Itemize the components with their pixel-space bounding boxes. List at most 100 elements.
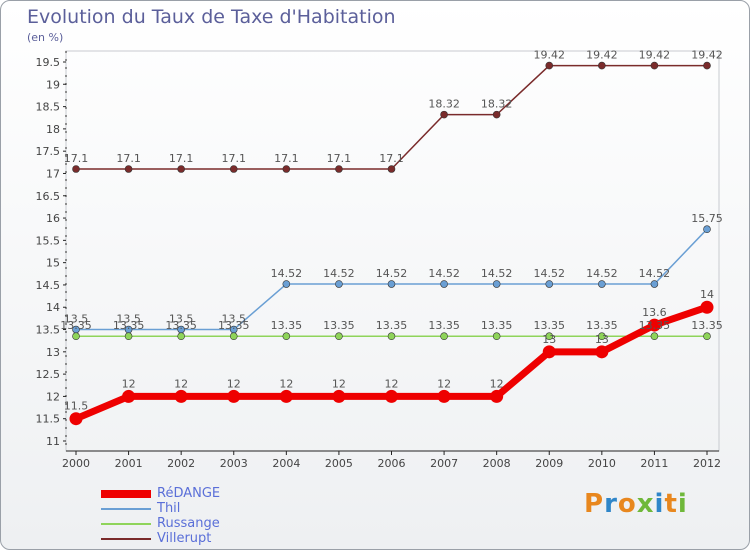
x-tick-label: 2004 [272,457,300,470]
point-russange-2005 [335,332,343,341]
data-label-thil-2010: 14.52 [586,267,618,280]
data-label-russange-2010: 13.35 [586,319,618,332]
point-russange-2009 [545,332,554,341]
data-label-villerupt-2004: 17.1 [274,152,299,165]
point-rdange-2012 [700,300,714,314]
x-tick-label: 2001 [115,457,143,470]
data-label-russange-2004: 13.35 [271,319,303,332]
y-tick-label: 14 [46,301,60,314]
data-label-rdange-2008: 12 [490,377,504,390]
point-thil-2005 [335,280,343,288]
point-villerupt-2004 [282,165,291,173]
point-thil-2011 [650,280,659,288]
y-tick-label: 11 [46,435,60,448]
y-tick-label: 12.5 [36,368,61,381]
data-label-rdange-2006: 12 [385,377,399,390]
y-tick-label: 15 [46,257,60,270]
point-rdange-2003 [227,389,241,403]
data-label-villerupt-2011: 19.42 [639,49,671,62]
x-tick-label: 2012 [693,457,721,470]
legend-swatch-russange [101,523,151,525]
logo-letter: i [677,489,688,519]
data-label-russange-2008: 13.35 [481,319,513,332]
y-tick-label: 11.5 [36,413,61,426]
x-tick-label: 2007 [430,457,458,470]
data-label-russange-2006: 13.35 [376,319,408,332]
data-label-rdange-2011: 13.6 [642,306,667,319]
data-label-thil-2006: 14.52 [376,267,408,280]
data-label-russange-2000: 13.35 [60,319,92,332]
data-label-russange-2011: 13.35 [639,319,671,332]
point-rdange-2010 [595,345,609,359]
legend-label-villerupt: Villerupt [157,531,212,546]
unit-label: (en %) [27,31,64,44]
data-label-russange-2005: 13.35 [323,319,355,332]
y-tick-label: 12 [46,390,60,403]
data-label-thil-2008: 14.52 [481,267,513,280]
data-label-villerupt-2008: 18.32 [481,98,513,111]
data-label-rdange-2004: 12 [279,377,293,390]
y-tick-label: 13 [46,346,60,359]
point-thil-2008 [492,280,501,288]
x-tick-label: 2008 [483,457,511,470]
data-label-thil-2000: 13.5 [64,313,89,326]
data-label-thil-2007: 14.52 [428,267,460,280]
x-tick-label: 2010 [588,457,616,470]
data-label-thil-2001: 13.5 [116,313,141,326]
series-layer [69,61,714,426]
data-label-villerupt-2002: 17.1 [169,152,194,165]
point-villerupt-2005 [335,165,343,173]
y-tick-label: 18.5 [36,101,61,114]
data-label-rdange-2005: 12 [332,377,346,390]
data-label-russange-2002: 13.35 [165,319,197,332]
point-villerupt-2000 [72,165,80,173]
logo-letter: x [636,489,655,519]
point-rdange-2006 [385,389,398,403]
data-label-thil-2002: 13.5 [169,313,194,326]
point-thil-2006 [387,280,396,288]
x-tick-label: 2011 [640,457,668,470]
data-label-villerupt-2010: 19.42 [586,49,618,62]
point-villerupt-2007 [440,110,448,119]
legend-label-russange: Russange [157,516,220,531]
point-villerupt-2010 [598,61,606,70]
x-tick-label: 2006 [378,457,406,470]
point-rdange-2011 [647,318,661,332]
data-label-russange-2007: 13.35 [428,319,460,332]
data-label-thil-2011: 14.52 [639,267,671,280]
logo-letter: r [604,489,618,519]
point-russange-2002 [177,332,185,341]
point-russange-2006 [387,332,396,341]
x-tick-label: 2003 [220,457,248,470]
data-label-rdange-2009: 13 [542,333,556,346]
y-tick-label: 18 [46,123,60,136]
logo-letter: o [617,489,637,519]
point-russange-2001 [124,332,133,341]
data-label-villerupt-2003: 17.1 [222,152,247,165]
legend-item-russange: Russange [101,516,301,533]
point-villerupt-2002 [177,165,185,173]
point-villerupt-2011 [650,61,659,70]
point-rdange-2000 [69,412,83,426]
point-thil-2010 [598,280,606,288]
point-rdange-2005 [332,389,346,403]
data-label-rdange-2000: 11.5 [64,400,89,413]
point-thil-2012 [703,225,711,234]
point-villerupt-2001 [124,165,133,173]
point-russange-2000 [72,332,80,341]
data-label-russange-2001: 13.35 [113,319,145,332]
legend-swatch-thil [101,508,151,510]
point-russange-2003 [229,332,238,341]
data-label-thil-2009: 14.52 [534,267,566,280]
data-label-villerupt-2001: 17.1 [116,152,141,165]
data-labels: 17.1 17.1 17.1 17.1 17.1 17.1 17.1 18.32 18.32 19… [60,49,723,413]
data-label-villerupt-2005: 17.1 [327,152,352,165]
data-label-russange-2003: 13.35 [218,319,250,332]
data-label-rdange-2003: 12 [227,377,241,390]
point-villerupt-2008 [492,110,501,119]
data-label-russange-2009: 13.35 [534,319,566,332]
logo-letter: P [584,489,605,519]
x-tick-label: 2009 [535,457,563,470]
y-tick-label: 17 [46,167,60,180]
